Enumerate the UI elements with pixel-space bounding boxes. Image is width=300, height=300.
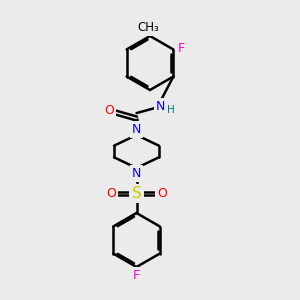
Text: O: O	[157, 187, 166, 200]
Text: CH₃: CH₃	[138, 21, 159, 34]
Text: H: H	[167, 105, 175, 115]
Text: N: N	[132, 123, 141, 136]
Text: N: N	[132, 167, 141, 180]
Text: S: S	[132, 186, 141, 201]
Text: N: N	[156, 100, 165, 113]
Text: F: F	[178, 41, 185, 55]
Text: O: O	[106, 187, 116, 200]
Text: O: O	[104, 104, 114, 118]
Text: F: F	[133, 269, 140, 282]
